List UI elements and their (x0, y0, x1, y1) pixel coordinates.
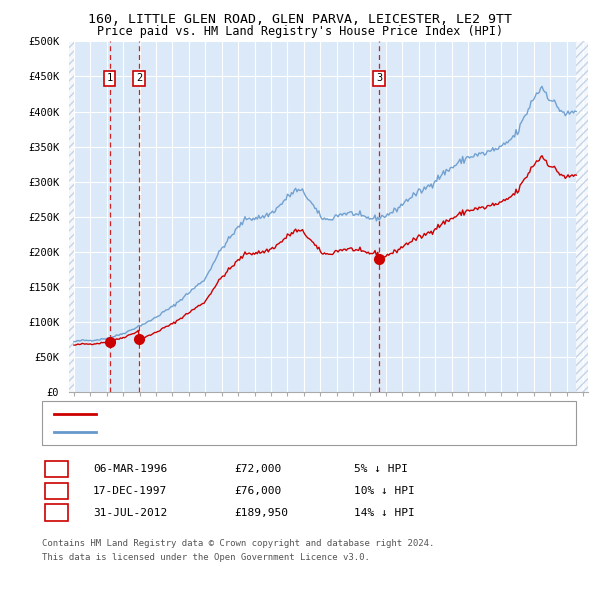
Text: £72,000: £72,000 (234, 464, 281, 474)
Bar (69, 41, 74, 392)
Text: 31-JUL-2012: 31-JUL-2012 (93, 508, 167, 517)
Text: Contains HM Land Registry data © Crown copyright and database right 2024.: Contains HM Land Registry data © Crown c… (42, 539, 434, 548)
Text: £76,000: £76,000 (234, 486, 281, 496)
Text: 3: 3 (53, 508, 60, 517)
Text: 3: 3 (376, 73, 382, 83)
Text: 06-MAR-1996: 06-MAR-1996 (93, 464, 167, 474)
Text: 14% ↓ HPI: 14% ↓ HPI (354, 508, 415, 517)
Bar (576, 41, 588, 392)
Text: HPI: Average price, detached house, Blaby: HPI: Average price, detached house, Blab… (102, 427, 343, 437)
Text: 1: 1 (106, 73, 113, 83)
Text: This data is licensed under the Open Government Licence v3.0.: This data is licensed under the Open Gov… (42, 553, 370, 562)
Text: £189,950: £189,950 (234, 508, 288, 517)
Text: 5% ↓ HPI: 5% ↓ HPI (354, 464, 408, 474)
Text: 17-DEC-1997: 17-DEC-1997 (93, 486, 167, 496)
Text: Price paid vs. HM Land Registry's House Price Index (HPI): Price paid vs. HM Land Registry's House … (97, 25, 503, 38)
Text: 2: 2 (136, 73, 142, 83)
Text: 160, LITTLE GLEN ROAD, GLEN PARVA, LEICESTER, LE2 9TT: 160, LITTLE GLEN ROAD, GLEN PARVA, LEICE… (88, 13, 512, 26)
Text: 2: 2 (53, 486, 60, 496)
Text: 10% ↓ HPI: 10% ↓ HPI (354, 486, 415, 496)
Text: 160, LITTLE GLEN ROAD, GLEN PARVA, LEICESTER, LE2 9TT (detached house): 160, LITTLE GLEN ROAD, GLEN PARVA, LEICE… (102, 409, 513, 418)
Text: 1: 1 (53, 464, 60, 474)
Bar (110, 41, 139, 392)
